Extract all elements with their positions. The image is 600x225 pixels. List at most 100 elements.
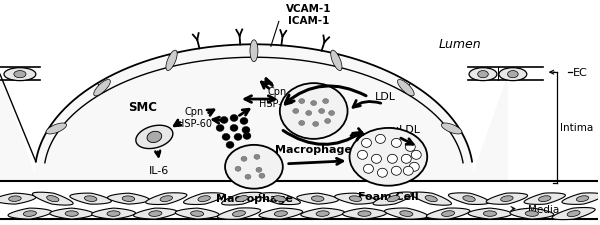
Ellipse shape (191, 211, 204, 216)
Ellipse shape (250, 41, 258, 62)
Ellipse shape (406, 143, 415, 152)
Polygon shape (297, 193, 338, 204)
Polygon shape (0, 45, 508, 181)
Polygon shape (335, 193, 376, 204)
Polygon shape (136, 126, 173, 149)
Ellipse shape (484, 211, 497, 216)
Ellipse shape (425, 196, 437, 202)
Text: LDL: LDL (374, 92, 395, 102)
Ellipse shape (311, 101, 317, 106)
Ellipse shape (299, 99, 305, 104)
Ellipse shape (242, 127, 250, 134)
Text: Media: Media (528, 204, 559, 214)
Text: VCAM-1
ICAM-1: VCAM-1 ICAM-1 (286, 4, 331, 26)
Text: EC: EC (572, 68, 587, 78)
Polygon shape (510, 208, 554, 219)
Text: Cpn
HSP-60: Cpn HSP-60 (176, 107, 212, 128)
Ellipse shape (14, 71, 26, 78)
Text: Macrophage: Macrophage (275, 144, 352, 154)
Polygon shape (184, 193, 225, 205)
Text: Lumen: Lumen (438, 38, 481, 51)
Polygon shape (221, 192, 262, 205)
Ellipse shape (198, 196, 211, 202)
Ellipse shape (349, 196, 362, 202)
Polygon shape (146, 193, 187, 205)
Polygon shape (175, 208, 219, 219)
Ellipse shape (149, 211, 162, 216)
Ellipse shape (4, 68, 36, 81)
Ellipse shape (525, 211, 538, 216)
Ellipse shape (245, 174, 251, 179)
Ellipse shape (409, 163, 419, 171)
Ellipse shape (299, 121, 305, 126)
Text: IL-6: IL-6 (149, 165, 169, 175)
Ellipse shape (230, 115, 238, 122)
Ellipse shape (387, 196, 400, 202)
Text: oxLDL: oxLDL (386, 124, 421, 134)
Polygon shape (468, 208, 512, 219)
Ellipse shape (243, 133, 251, 140)
Ellipse shape (391, 139, 401, 148)
Ellipse shape (226, 142, 234, 149)
Polygon shape (50, 208, 94, 219)
Ellipse shape (160, 196, 172, 202)
Ellipse shape (254, 155, 260, 160)
Polygon shape (217, 208, 260, 219)
Ellipse shape (319, 109, 325, 114)
Ellipse shape (499, 68, 527, 81)
Ellipse shape (230, 125, 238, 132)
Polygon shape (8, 208, 52, 219)
Ellipse shape (222, 134, 230, 141)
Ellipse shape (306, 111, 312, 116)
Ellipse shape (391, 166, 401, 176)
Ellipse shape (442, 124, 462, 134)
Polygon shape (32, 192, 73, 205)
Ellipse shape (377, 169, 388, 178)
Ellipse shape (259, 173, 265, 178)
Ellipse shape (329, 111, 335, 116)
Text: Cpn: Cpn (232, 150, 256, 163)
Polygon shape (411, 192, 452, 205)
Ellipse shape (325, 119, 331, 124)
Polygon shape (0, 193, 36, 204)
Ellipse shape (236, 196, 248, 202)
Polygon shape (486, 193, 527, 204)
Ellipse shape (274, 211, 287, 216)
Ellipse shape (166, 51, 177, 71)
Polygon shape (427, 208, 470, 219)
Text: Macrophage: Macrophage (215, 193, 292, 203)
Ellipse shape (331, 51, 342, 71)
Ellipse shape (23, 211, 37, 216)
Ellipse shape (293, 109, 299, 114)
Ellipse shape (313, 122, 319, 127)
Ellipse shape (500, 196, 513, 202)
Polygon shape (448, 193, 490, 205)
Ellipse shape (240, 118, 248, 125)
Ellipse shape (256, 168, 262, 173)
Ellipse shape (403, 166, 413, 176)
Ellipse shape (235, 166, 241, 171)
Ellipse shape (401, 155, 411, 164)
Ellipse shape (122, 196, 135, 202)
Ellipse shape (508, 71, 518, 78)
Polygon shape (373, 192, 413, 205)
Ellipse shape (469, 68, 497, 81)
Ellipse shape (478, 71, 488, 78)
Ellipse shape (8, 196, 21, 202)
Ellipse shape (234, 134, 242, 141)
Ellipse shape (225, 145, 283, 189)
Ellipse shape (85, 196, 97, 202)
Text: Foam Cell: Foam Cell (358, 191, 419, 201)
Ellipse shape (107, 211, 120, 216)
Polygon shape (552, 208, 595, 220)
Ellipse shape (47, 196, 59, 202)
Ellipse shape (388, 155, 397, 164)
Ellipse shape (411, 151, 421, 160)
Ellipse shape (364, 164, 373, 173)
Polygon shape (385, 208, 428, 219)
Ellipse shape (398, 80, 414, 97)
Text: SMC: SMC (128, 101, 157, 113)
Ellipse shape (376, 135, 385, 144)
Polygon shape (134, 208, 177, 219)
Ellipse shape (280, 84, 347, 139)
